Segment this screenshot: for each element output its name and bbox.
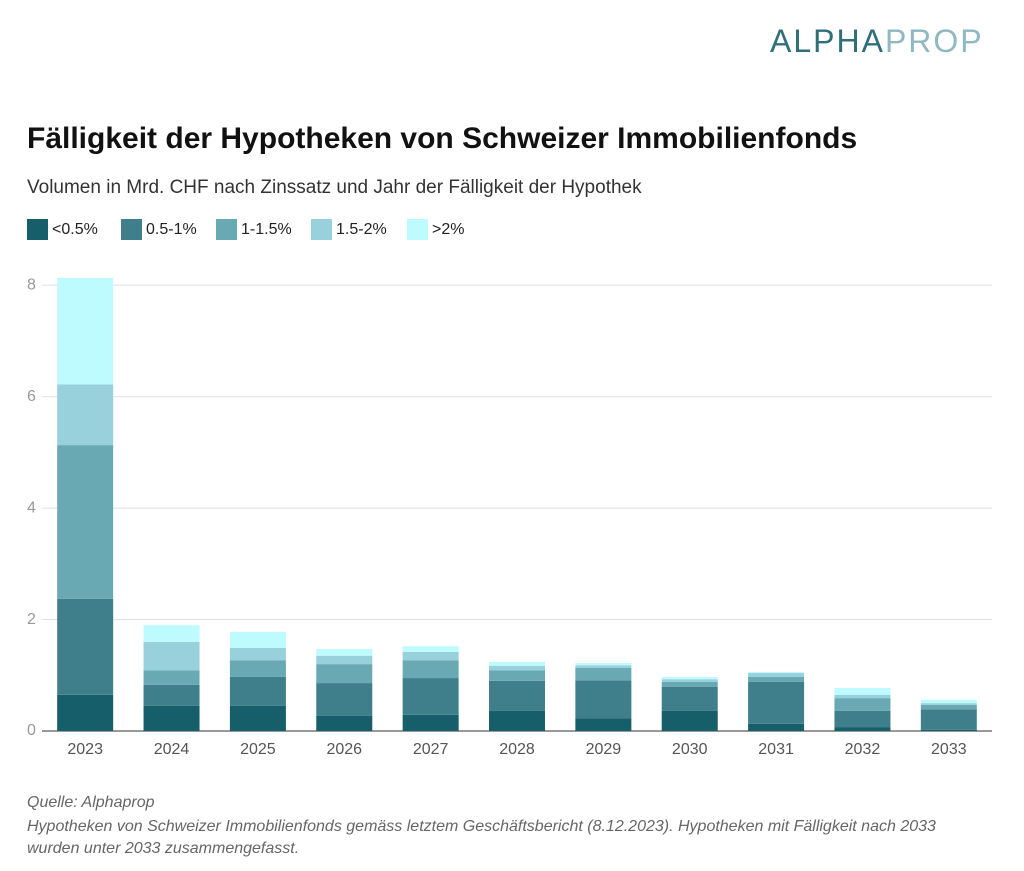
bar-segment bbox=[229, 631, 286, 648]
bar-segment bbox=[402, 651, 459, 661]
bar-segment bbox=[229, 676, 286, 706]
bar-segment bbox=[489, 665, 545, 671]
x-tick-label: 2024 bbox=[154, 741, 190, 758]
logo: ALPHAPROP bbox=[770, 23, 984, 59]
bar-segment bbox=[143, 625, 200, 642]
x-tick-label: 2033 bbox=[931, 741, 967, 758]
x-tick-label: 2026 bbox=[326, 741, 362, 758]
legend-swatch bbox=[121, 219, 142, 240]
legend-swatch bbox=[216, 219, 237, 240]
bar-segment bbox=[748, 681, 805, 724]
x-tick-label: 2025 bbox=[240, 741, 276, 758]
bar-segment bbox=[402, 714, 459, 731]
bar-segment bbox=[402, 646, 459, 652]
bar-segment bbox=[143, 641, 200, 671]
bar-segment bbox=[748, 676, 805, 682]
bar-segment bbox=[661, 681, 718, 687]
bar-segment bbox=[575, 680, 632, 719]
bar-segment bbox=[920, 729, 977, 731]
bar-segment bbox=[575, 665, 632, 669]
legend-swatch bbox=[27, 219, 48, 240]
bar-segment bbox=[661, 679, 718, 682]
bar-segment bbox=[834, 698, 891, 711]
bar-segment bbox=[748, 723, 805, 731]
bar-segment bbox=[748, 671, 805, 674]
bar-segment bbox=[316, 649, 373, 656]
bar-segment bbox=[316, 715, 373, 731]
bar-segment bbox=[316, 683, 373, 716]
bar-segment bbox=[489, 661, 545, 666]
note: Hypotheken von Schweizer Immobilienfonds… bbox=[27, 818, 936, 857]
bar-segment bbox=[57, 277, 114, 385]
x-tick-label: 2023 bbox=[67, 741, 103, 758]
bar-segment bbox=[920, 704, 977, 710]
logo-part: PROP bbox=[885, 23, 984, 59]
bar-segment bbox=[143, 670, 200, 685]
legend-label: >2% bbox=[432, 221, 464, 238]
bar-segment bbox=[575, 718, 632, 731]
legend-label: <0.5% bbox=[52, 221, 98, 238]
bar-segment bbox=[834, 688, 891, 695]
bar-segment bbox=[748, 673, 805, 677]
bar-segment bbox=[316, 664, 373, 684]
y-tick-label: 4 bbox=[27, 499, 36, 516]
bar-segment bbox=[920, 709, 977, 730]
bar-segment bbox=[661, 676, 718, 680]
bar-segment bbox=[57, 445, 114, 599]
bar-segment bbox=[57, 384, 114, 446]
bar-segment bbox=[402, 660, 459, 679]
x-tick-label: 2032 bbox=[845, 741, 881, 758]
legend-label: 0.5-1% bbox=[146, 221, 197, 238]
x-tick-label: 2027 bbox=[413, 741, 449, 758]
bar-segment bbox=[489, 680, 545, 711]
x-tick-label: 2030 bbox=[672, 741, 708, 758]
bar-segment bbox=[834, 727, 891, 731]
bar-segment bbox=[661, 710, 718, 731]
bar-segment bbox=[402, 678, 459, 715]
bar-segment bbox=[229, 705, 286, 731]
bar-segment bbox=[57, 598, 114, 695]
legend-label: 1.5-2% bbox=[336, 221, 387, 238]
legend-swatch bbox=[407, 219, 428, 240]
bar-segment bbox=[575, 668, 632, 681]
x-tick-label: 2031 bbox=[758, 741, 794, 758]
bar-segment bbox=[661, 686, 718, 711]
bar-segment bbox=[575, 663, 632, 666]
bar-segment bbox=[57, 694, 114, 731]
y-tick-label: 0 bbox=[27, 722, 36, 739]
bar-segment bbox=[834, 710, 891, 728]
legend-swatch bbox=[311, 219, 332, 240]
x-tick-label: 2028 bbox=[499, 741, 535, 758]
y-tick-label: 6 bbox=[27, 388, 36, 405]
bar-segment bbox=[489, 670, 545, 681]
y-tick-label: 8 bbox=[27, 276, 36, 293]
legend-label: 1-1.5% bbox=[241, 221, 292, 238]
bar-segment bbox=[920, 699, 977, 704]
y-tick-label: 2 bbox=[27, 611, 36, 628]
source: Quelle: Alphaprop bbox=[27, 794, 155, 811]
chart-title: Fälligkeit der Hypotheken von Schweizer … bbox=[27, 122, 857, 155]
bar-segment bbox=[229, 647, 286, 661]
bar-segment bbox=[143, 705, 200, 731]
bar-segment bbox=[229, 660, 286, 677]
bar-segment bbox=[489, 710, 545, 731]
bar-segment bbox=[834, 694, 891, 699]
chart-subtitle: Volumen in Mrd. CHF nach Zinssatz und Ja… bbox=[27, 177, 642, 198]
bar-segment bbox=[143, 684, 200, 706]
logo-part: ALPHA bbox=[770, 23, 885, 59]
bar-segment bbox=[316, 655, 373, 665]
x-tick-label: 2029 bbox=[586, 741, 622, 758]
bar-segment bbox=[920, 703, 977, 705]
